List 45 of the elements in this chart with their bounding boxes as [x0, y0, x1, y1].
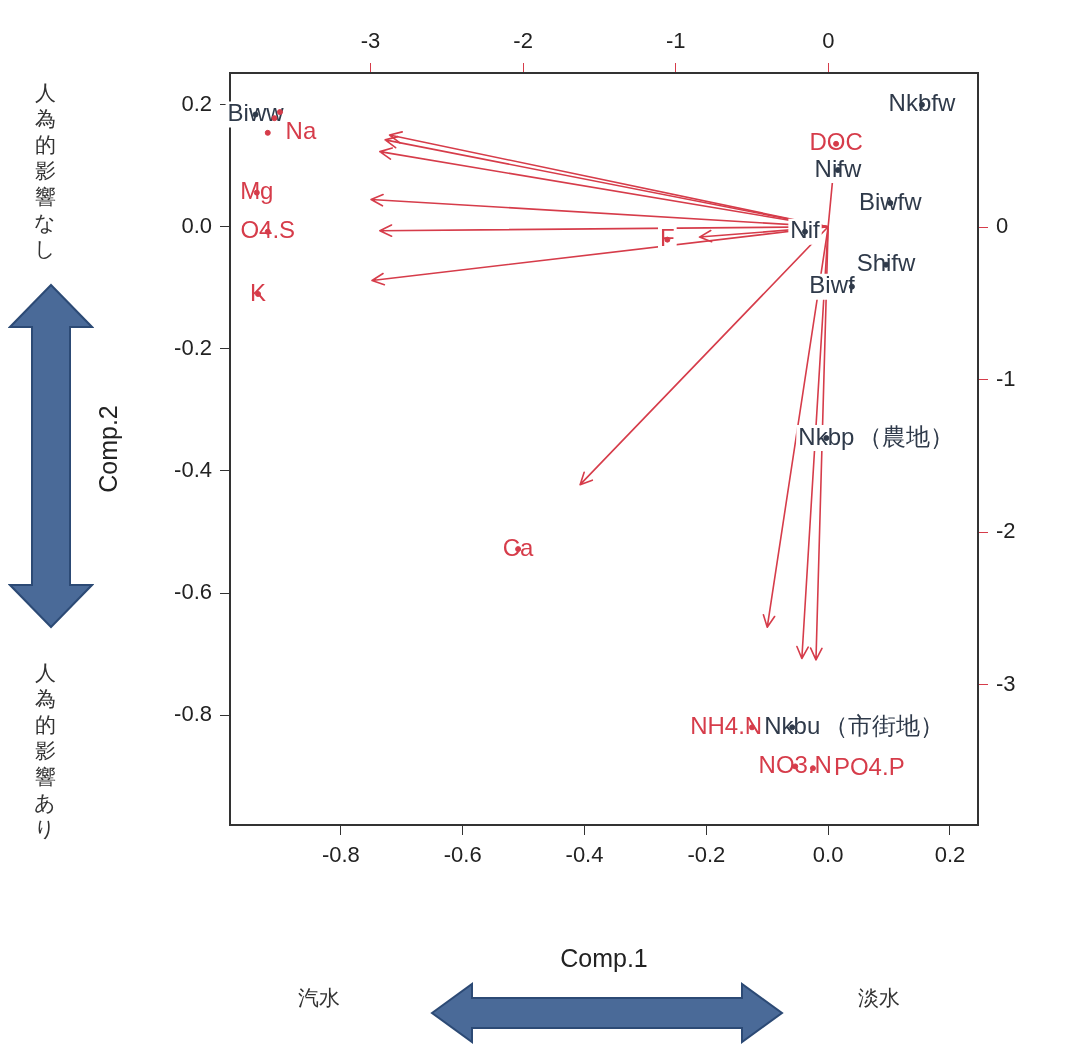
- annotation: （農地）: [858, 422, 955, 450]
- data-label: DOC: [809, 128, 863, 156]
- text: 淡水: [858, 985, 900, 1011]
- x2-tick-label: -2: [513, 27, 533, 53]
- y2-tick-label: 0: [996, 213, 1009, 239]
- data-label: Nkbfw: [888, 89, 956, 117]
- x-tick-label: 0.0: [812, 842, 844, 868]
- y2-tick-label: -1: [996, 365, 1016, 391]
- x-tick-label: -0.2: [687, 842, 726, 868]
- data-label: Na: [285, 117, 317, 145]
- y-tick-label: 0.2: [181, 90, 212, 116]
- x-tick-label: -0.6: [443, 842, 482, 868]
- data-label: NO3.N: [758, 751, 832, 779]
- data-label: Mg: [240, 177, 274, 205]
- x2-tick-label: -3: [360, 27, 381, 53]
- y2-tick-label: -2: [996, 518, 1016, 544]
- data-label: Nif: [790, 216, 821, 244]
- text: 人為的影響なし: [34, 80, 56, 262]
- x2-tick-label: 0: [822, 27, 835, 53]
- x-tick-label: 0.2: [934, 842, 966, 868]
- data-label: Biwfw: [858, 187, 923, 215]
- y-tick-label: -0.2: [174, 334, 212, 360]
- y-tick-label: 0.0: [181, 212, 212, 238]
- text: 人為的影響あり: [34, 660, 56, 842]
- y-tick-label: -0.8: [174, 701, 212, 727]
- y-tick-label: -0.6: [174, 579, 212, 605]
- x2-tick-label: -1: [665, 27, 686, 53]
- data-label: PO4.P: [833, 752, 905, 780]
- y2-tick-label: -3: [996, 670, 1016, 696]
- data-label: Nifw: [814, 154, 862, 182]
- data-label: Biww: [227, 99, 285, 127]
- data-label: O4.S: [240, 216, 296, 244]
- data-label: Biwf: [809, 271, 856, 299]
- data-label: NH4.N: [690, 711, 763, 739]
- annotation: （市街地）: [824, 711, 945, 739]
- x-tick-label: -0.8: [321, 842, 360, 868]
- x-axis-title: Comp.1: [560, 943, 648, 972]
- y-tick-label: -0.4: [174, 457, 212, 483]
- y-axis-title: Comp.2: [93, 405, 122, 493]
- text: 汽水: [298, 985, 340, 1011]
- data-label: Nkbu: [764, 711, 821, 739]
- data-label: Shifw: [856, 249, 917, 277]
- x-tick-label: -0.4: [565, 842, 604, 868]
- data-label: Ca: [502, 533, 535, 561]
- data-label: Nkbp: [798, 422, 855, 450]
